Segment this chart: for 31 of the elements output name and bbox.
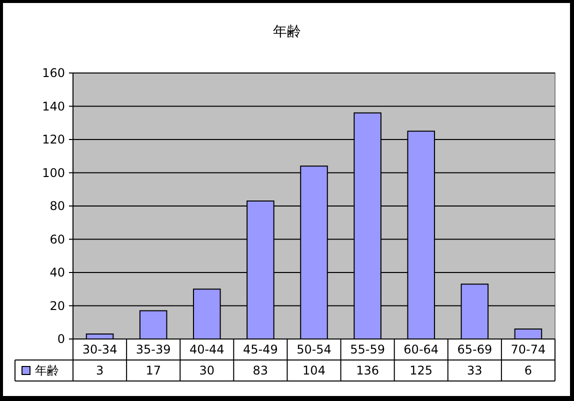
data-label: 3 — [96, 364, 104, 378]
chart-title: 年齢 — [273, 24, 301, 40]
data-label: 30 — [199, 364, 215, 378]
x-tick-label: 70-74 — [510, 342, 546, 357]
x-tick-label: 65-69 — [457, 342, 492, 357]
y-tick-label: 20 — [50, 298, 65, 313]
y-tick-label: 60 — [50, 232, 65, 246]
data-label: 104 — [302, 364, 326, 378]
data-label: 17 — [146, 364, 161, 378]
x-tick-label: 45-49 — [243, 342, 278, 357]
y-tick-label: 160 — [42, 66, 65, 80]
data-label: 83 — [252, 364, 268, 378]
bar — [139, 310, 168, 340]
data-label: 6 — [524, 364, 532, 378]
y-tick-label: 100 — [42, 166, 65, 180]
data-label: 33 — [467, 364, 482, 378]
y-tick-label: 80 — [50, 199, 65, 214]
x-tick-label: 50-54 — [296, 342, 332, 357]
x-tick-label: 60-64 — [404, 342, 439, 357]
y-tick-label: 40 — [50, 266, 65, 280]
x-tick-label: 40-44 — [189, 342, 224, 357]
y-tick-label: 140 — [42, 99, 65, 114]
bar — [514, 328, 542, 340]
x-tick-label: 35-39 — [136, 342, 171, 357]
data-label: 136 — [356, 364, 380, 378]
legend-label: 年齢 — [35, 364, 59, 378]
x-tick-label: 30-34 — [82, 342, 118, 357]
y-tick-label: 120 — [42, 132, 65, 147]
data-label: 125 — [410, 364, 433, 378]
x-tick-label: 55-59 — [350, 342, 385, 357]
y-tick-label: 0 — [57, 332, 65, 346]
